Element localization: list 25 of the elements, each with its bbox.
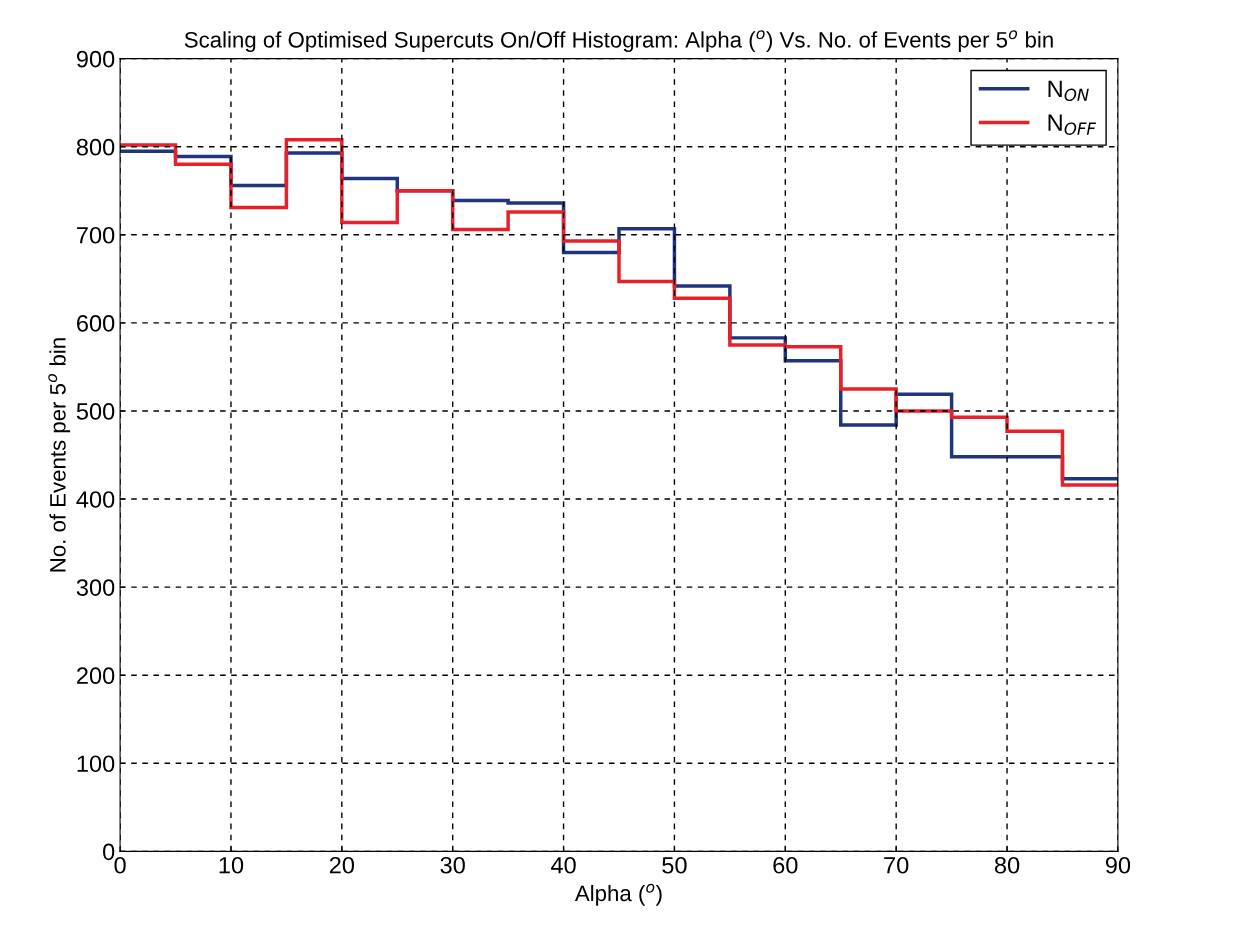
x-tick-label: 10: [219, 856, 244, 874]
y-tick-label: 100: [77, 755, 115, 773]
y-tick-label: 0: [103, 843, 115, 861]
x-axis-title: Alpha ($^{o}$): [574, 883, 662, 906]
y-tick-label: 400: [76, 491, 115, 508]
x-tick-label: 60: [773, 856, 798, 874]
x-tick-label: 40: [550, 856, 576, 874]
y-axis-title: No. of Events per 5$^{o}$ bin: [48, 338, 71, 572]
x-tick-label: 90: [1105, 856, 1131, 874]
x-tick-label: 50: [662, 856, 687, 874]
y-tick-label: 200: [77, 667, 115, 685]
x-tick-label: 0: [114, 856, 126, 874]
x-tick-label: 80: [994, 856, 1020, 874]
x-tick-label: 30: [440, 856, 465, 874]
y-tick-label: 600: [77, 314, 115, 332]
y-tick-label: 800: [76, 138, 115, 156]
y-tick-label: 900: [76, 50, 115, 68]
y-tick-label: 300: [76, 579, 115, 596]
y-tick-label: 500: [76, 403, 115, 420]
x-tick-label: 70: [884, 856, 909, 874]
y-tick-label: 700: [77, 226, 115, 244]
legend-label: N$_{OFF}$: [1048, 114, 1097, 135]
x-tick-label: 20: [329, 856, 355, 874]
chart-title: Scaling of Optimised Supercuts On/Off Histogram: Alpha ($^{o}$) Vs. No. of Events per 5$^{o}$ bin: [184, 30, 1053, 53]
legend-label: N$_{ON}$: [1048, 80, 1089, 102]
